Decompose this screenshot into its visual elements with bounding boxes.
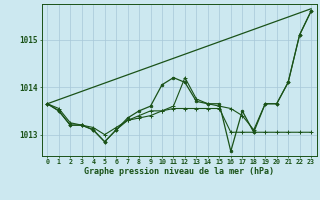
X-axis label: Graphe pression niveau de la mer (hPa): Graphe pression niveau de la mer (hPa) (84, 167, 274, 176)
